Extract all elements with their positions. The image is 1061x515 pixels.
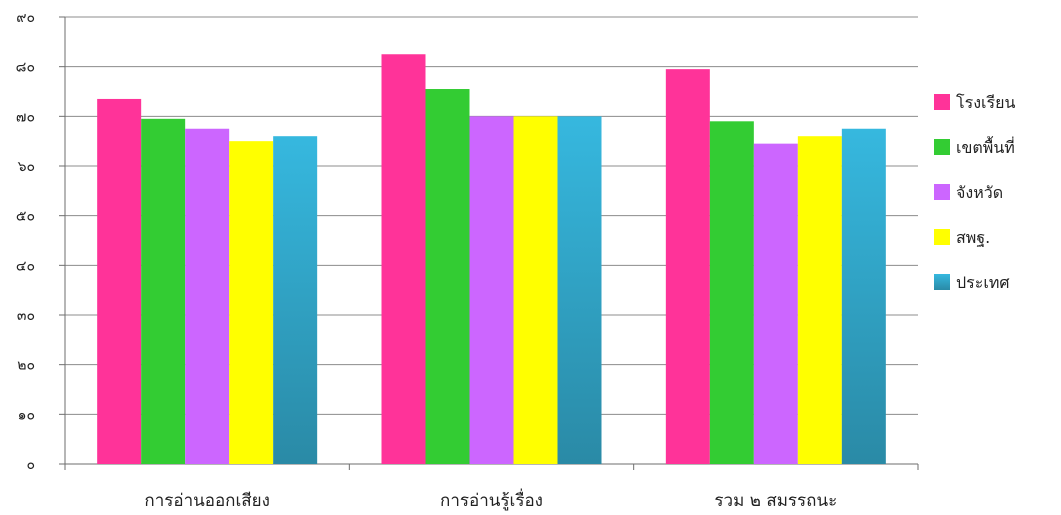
legend-label: จังหวัด (956, 183, 1003, 202)
legend-label: ประเทศ (956, 273, 1010, 292)
bar-1-1 (97, 98, 142, 464)
bar-2-2 (425, 89, 470, 465)
bar-1-2 (381, 54, 426, 464)
legend-swatch (934, 139, 950, 155)
bars (97, 54, 886, 465)
y-tick-label: ๗๐ (16, 109, 35, 125)
legend-label: สพฐ. (956, 228, 990, 247)
bar-3-2 (469, 116, 514, 464)
bar-3-1 (185, 128, 230, 464)
bar-1-3 (665, 69, 710, 465)
y-tick-label: ๑๐ (18, 407, 35, 423)
x-category-label: การอ่านออกเสียง (144, 491, 270, 511)
bar-5-3 (841, 128, 886, 464)
legend-swatch (934, 229, 950, 245)
bar-4-1 (229, 141, 274, 464)
legend-swatch (934, 274, 950, 290)
bar-5-1 (273, 136, 318, 464)
y-tick-label: ๖๐ (18, 159, 35, 175)
legend-label: เขตพื้นที่ (956, 136, 1015, 157)
y-tick-label: ๒๐ (17, 358, 35, 374)
legend-swatch (934, 184, 950, 200)
bar-4-3 (797, 136, 842, 464)
x-category-label: การอ่านรู้เรื่อง (440, 488, 543, 511)
x-category-label: รวม ๒ สมรรถนะ (714, 491, 837, 511)
bar-2-1 (141, 118, 186, 465)
bar-5-2 (557, 116, 602, 464)
legend-label: โรงเรียน (956, 93, 1015, 112)
y-tick-label: ๓๐ (17, 308, 35, 324)
y-tick-label: ๔๐ (16, 258, 35, 274)
bar-4-2 (513, 116, 558, 464)
legend-swatch (934, 94, 950, 110)
y-tick-label: ๙๐ (16, 10, 35, 26)
bar-3-3 (753, 143, 798, 464)
bar-2-3 (709, 121, 754, 465)
y-tick-label: ๐ (26, 457, 35, 473)
y-tick-label: ๘๐ (16, 60, 35, 76)
y-tick-label: ๕๐ (16, 209, 35, 225)
